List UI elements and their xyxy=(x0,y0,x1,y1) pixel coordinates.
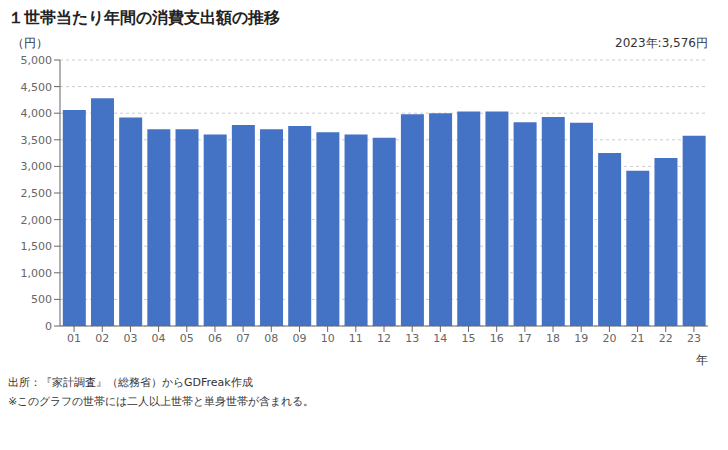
svg-text:22: 22 xyxy=(659,332,673,345)
html-text:※このグラフの世帯には二人以上世帯と単身世帯が含まれる。: ※このグラフの世帯には二人以上世帯と単身世帯が含まれる。 xyxy=(8,395,315,408)
html-text:（円）: （円） xyxy=(12,36,48,50)
svg-text:03: 03 xyxy=(123,332,137,345)
svg-text:500: 500 xyxy=(31,293,52,306)
svg-text:05: 05 xyxy=(180,332,194,345)
svg-text:15: 15 xyxy=(462,332,476,345)
svg-text:23: 23 xyxy=(687,332,701,345)
svg-text:11: 11 xyxy=(349,332,363,345)
svg-text:4,500: 4,500 xyxy=(21,81,53,94)
html-text:出所：『家計調査』（総務省）からGDFreak作成: 出所：『家計調査』（総務省）からGDFreak作成 xyxy=(8,376,253,389)
svg-text:06: 06 xyxy=(208,332,222,345)
svg-text:1,500: 1,500 xyxy=(21,240,53,253)
html-text:１世帯当たり年間の消費支出額の推移: １世帯当たり年間の消費支出額の推移 xyxy=(8,8,280,27)
html-text:年: 年 xyxy=(696,353,708,367)
html-text:2023年:3,576円: 2023年:3,576円 xyxy=(615,36,708,50)
svg-text:3,000: 3,000 xyxy=(21,160,53,173)
svg-text:19: 19 xyxy=(574,332,588,345)
svg-text:4,000: 4,000 xyxy=(21,107,53,120)
svg-text:09: 09 xyxy=(292,332,306,345)
svg-text:14: 14 xyxy=(433,332,447,345)
svg-text:21: 21 xyxy=(631,332,645,345)
svg-text:04: 04 xyxy=(152,332,166,345)
svg-text:10: 10 xyxy=(321,332,335,345)
svg-text:12: 12 xyxy=(377,332,391,345)
svg-text:13: 13 xyxy=(405,332,419,345)
svg-text:20: 20 xyxy=(602,332,616,345)
svg-text:2,500: 2,500 xyxy=(21,187,53,200)
svg-text:5,000: 5,000 xyxy=(21,54,53,67)
svg-text:2,000: 2,000 xyxy=(21,214,53,227)
svg-text:3,500: 3,500 xyxy=(21,134,53,147)
svg-text:01: 01 xyxy=(67,332,81,345)
svg-text:0: 0 xyxy=(45,320,52,333)
svg-text:08: 08 xyxy=(264,332,278,345)
svg-text:07: 07 xyxy=(236,332,250,345)
svg-text:02: 02 xyxy=(95,332,109,345)
svg-text:17: 17 xyxy=(518,332,532,345)
svg-text:18: 18 xyxy=(546,332,560,345)
svg-text:16: 16 xyxy=(490,332,504,345)
svg-text:1,000: 1,000 xyxy=(21,267,53,280)
